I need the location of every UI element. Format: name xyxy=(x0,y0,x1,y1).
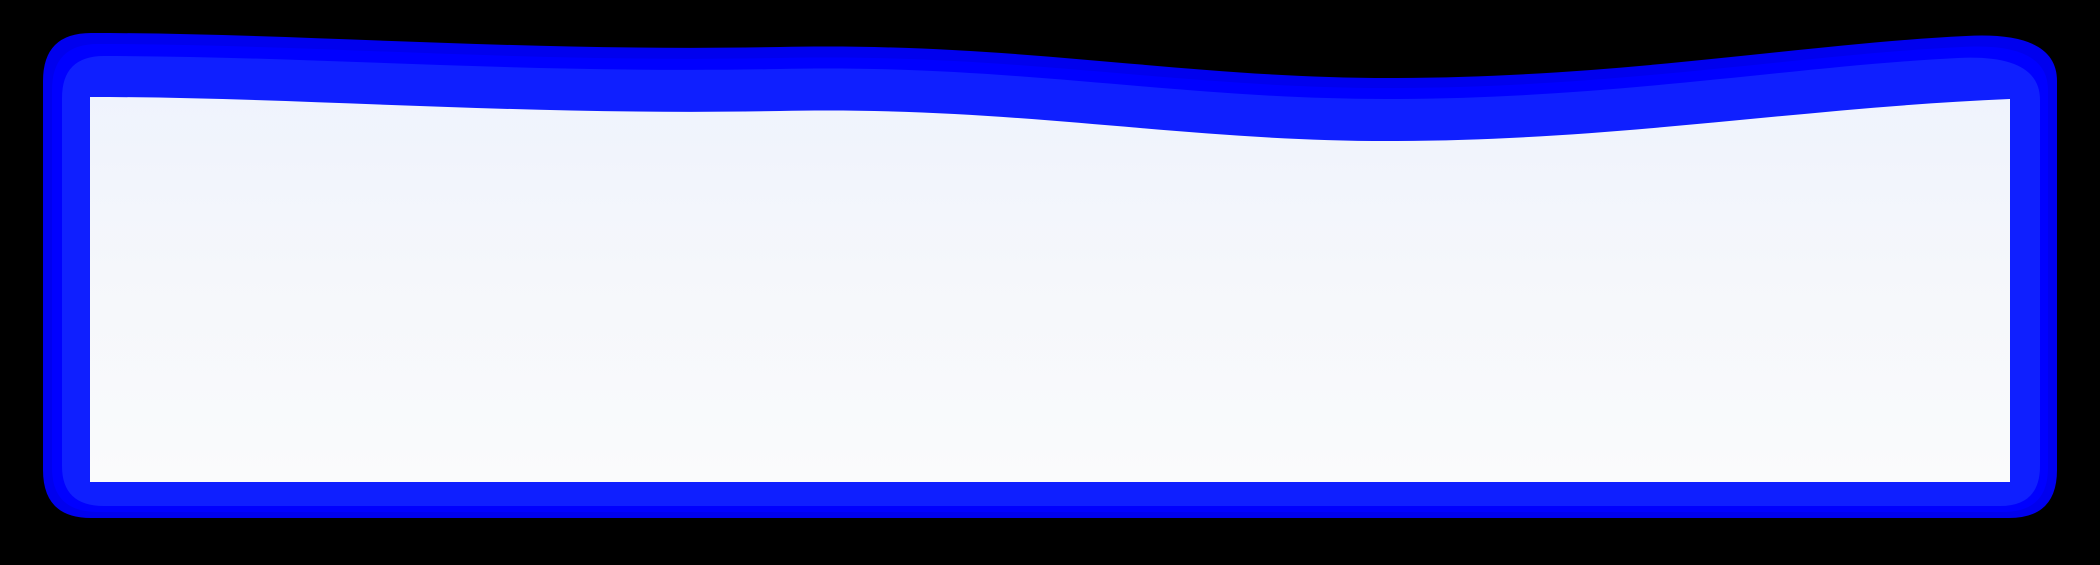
card-content-area[interactable] xyxy=(90,97,2010,482)
card-content-inner xyxy=(90,97,2010,482)
